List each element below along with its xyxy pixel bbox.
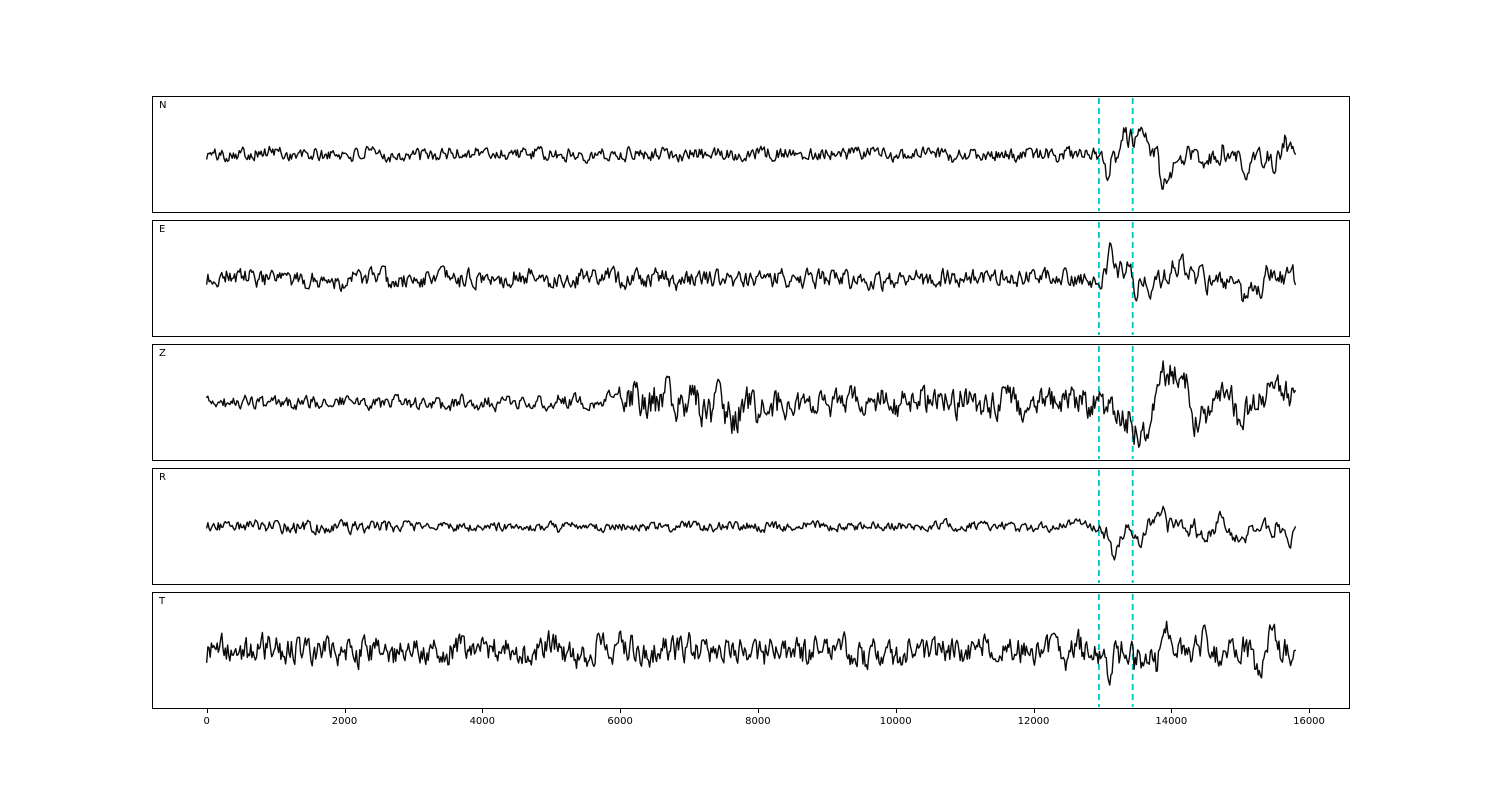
x-tick-label: 2000 [331, 716, 358, 727]
x-tick [1033, 708, 1035, 713]
seismic-trace [206, 126, 1296, 190]
seismic-trace [206, 360, 1296, 448]
x-tick [757, 708, 759, 713]
panel-label-z: Z [159, 348, 166, 359]
waveform-panel-e: E [152, 220, 1350, 337]
seismic-trace [206, 620, 1296, 686]
waveform-trace-e [206, 222, 1296, 335]
waveform-panel-z: Z [152, 344, 1350, 461]
waveform-trace-z [206, 346, 1296, 459]
x-tick [1171, 708, 1173, 713]
x-tick-label: 8000 [745, 716, 771, 727]
panel-label-e: E [159, 224, 166, 235]
seismogram-figure: N E Z R T [152, 96, 1350, 716]
waveform-panel-r: R [152, 468, 1350, 585]
panel-label-n: N [159, 100, 167, 111]
x-axis: 0 2000 4000 6000 8000 10000 12000 14000 16000 [152, 708, 1350, 742]
waveform-trace-t [206, 594, 1296, 707]
x-tick [895, 708, 897, 713]
x-tick [620, 708, 622, 713]
x-tick-label: 16000 [1293, 716, 1325, 727]
waveform-trace-r [206, 470, 1296, 583]
x-tick [206, 708, 208, 713]
x-tick-label: 14000 [1155, 716, 1188, 727]
x-tick [482, 708, 484, 713]
waveform-panel-t: T [152, 592, 1350, 709]
x-tick [1309, 708, 1310, 713]
x-tick-label: 10000 [879, 716, 912, 727]
panel-label-t: T [159, 596, 166, 607]
waveform-panel-n: N [152, 96, 1350, 213]
x-tick-label: 12000 [1017, 716, 1050, 727]
x-tick-label: 6000 [607, 716, 633, 727]
waveform-trace-n [206, 98, 1296, 211]
x-tick-label: 4000 [469, 716, 496, 727]
x-tick-label: 0 [203, 716, 210, 727]
seismic-trace [206, 242, 1296, 303]
seismic-trace [206, 505, 1296, 561]
panel-label-r: R [159, 472, 166, 483]
x-tick [344, 708, 346, 713]
